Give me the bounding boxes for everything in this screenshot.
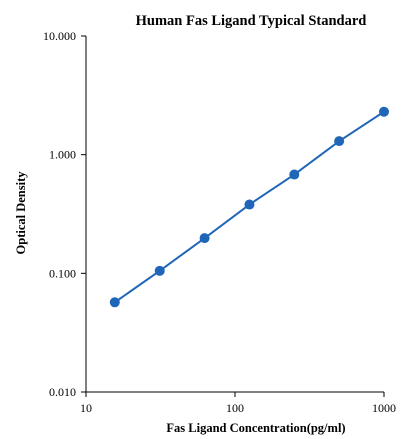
chart-title: Human Fas Ligand Typical Standard [136,13,367,29]
x-axis-title: Fas Ligand Concentration(pg/ml) [166,421,345,435]
data-point-0 [109,297,120,308]
x-tick-label-1: 100 [226,401,244,415]
data-point-4 [289,169,300,180]
x-tick-label-2: 1000 [372,401,396,415]
data-point-5 [334,136,345,147]
y-tick-label-3: 10.000 [43,29,76,43]
series-layer [109,106,389,308]
x-tick-label-0: 10 [80,401,92,415]
data-point-3 [244,199,255,210]
x-axis-ticks: 10 100 1000 [80,392,396,415]
y-axis-ticks: 0.010 0.100 1.000 10.000 [43,29,86,399]
y-axis-title: Optical Density [14,171,28,255]
y-tick-label-2: 1.000 [49,148,76,162]
y-tick-label-0: 0.010 [49,385,76,399]
data-point-1 [154,265,165,276]
data-point-2 [199,233,210,244]
data-point-6 [379,106,389,117]
y-tick-label-1: 0.100 [49,266,76,280]
